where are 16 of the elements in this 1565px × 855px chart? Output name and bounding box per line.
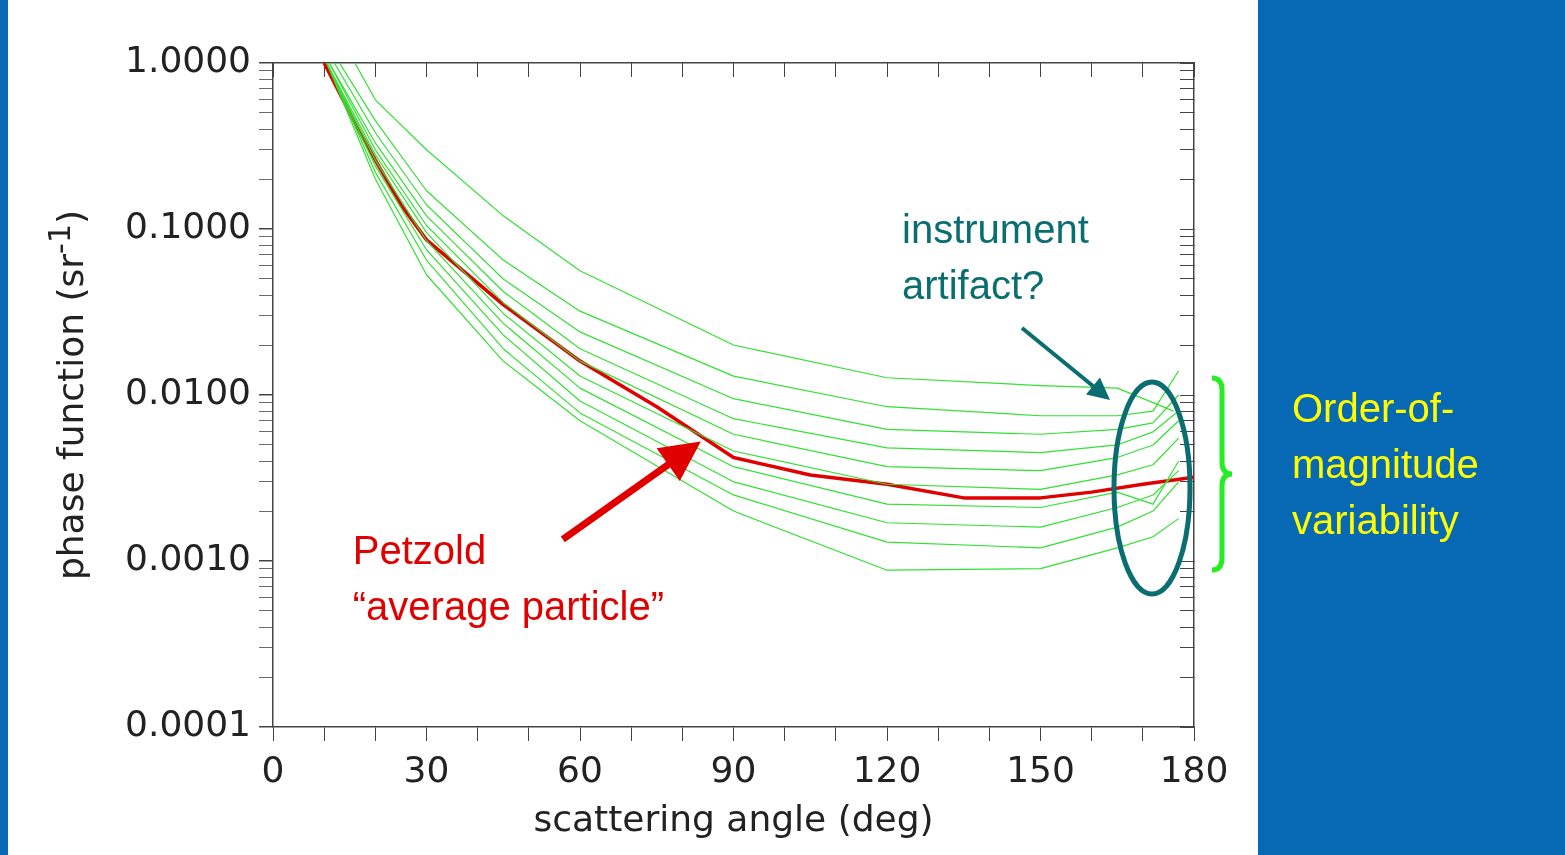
annotation: Petzold “average particle” [352,528,665,629]
y-tick-label: 0.0001 [125,703,251,745]
annotation: instrument artifact? [902,207,1089,307]
text: Order-of-magnitude variability [1292,385,1480,544]
x-tick-label: 120 [852,748,922,790]
y-tick-label: 1.0000 [125,39,251,81]
y-tick-label: 0.0010 [125,537,251,579]
x-tick-label: 180 [1159,748,1229,790]
x-tick-label: 30 [403,748,450,790]
x-tick-label: 90 [710,748,757,790]
x-tick-label: 0 [261,748,285,790]
y-tick-label: 0.1000 [125,205,251,247]
x-axis-title: scattering angle (deg) [533,797,934,839]
x-tick-label: 60 [557,748,603,790]
y-tick-label: 0.0100 [125,371,251,413]
x-tick-label: 150 [1006,748,1075,790]
